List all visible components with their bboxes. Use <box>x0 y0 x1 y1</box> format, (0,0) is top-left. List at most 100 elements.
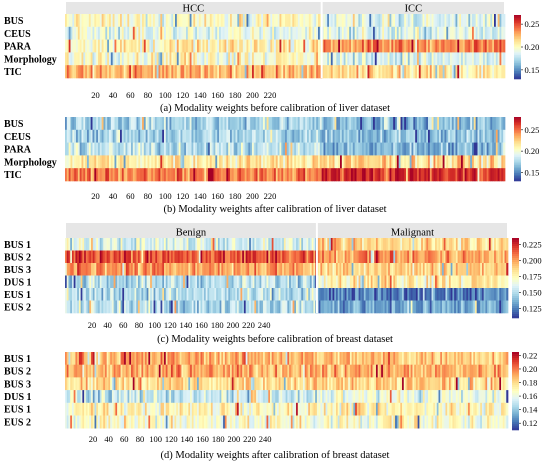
heatmap-cell <box>127 250 130 264</box>
colorbar-swatch <box>514 67 521 70</box>
heatmap-cell <box>362 250 365 264</box>
heatmap-cell <box>283 142 286 156</box>
heatmap-cell <box>346 300 349 314</box>
heatmap-cell <box>80 352 83 365</box>
heatmap-cell <box>90 26 93 40</box>
heatmap-cell <box>363 168 367 182</box>
heatmap-cell <box>389 238 392 251</box>
heatmap-cell <box>211 26 214 40</box>
heatmap-cell <box>197 300 200 314</box>
heatmap-cell <box>261 14 264 28</box>
heatmap-cell <box>162 275 165 289</box>
heatmap-cell <box>497 14 500 28</box>
heatmap-cell <box>257 377 260 391</box>
heatmap-cell <box>431 65 434 79</box>
heatmap-cell <box>481 250 485 264</box>
heatmap-cell <box>153 52 156 66</box>
heatmap-cell <box>233 14 236 28</box>
heatmap-cell <box>380 155 383 169</box>
heatmap-cell <box>91 275 94 289</box>
heatmap-cell <box>65 52 68 66</box>
heatmap-cell <box>78 288 81 301</box>
heatmap-cell <box>339 250 342 264</box>
heatmap-cell <box>145 117 148 131</box>
heatmap-cell <box>457 39 460 53</box>
heatmap-cell <box>332 364 335 378</box>
heatmap-cell <box>339 263 342 276</box>
heatmap-cell <box>407 129 411 143</box>
heatmap-cell <box>452 377 455 391</box>
heatmap-cell <box>450 52 453 66</box>
heatmap-cell <box>252 129 255 143</box>
heatmap-cell <box>418 26 422 40</box>
heatmap-cell <box>440 352 443 365</box>
heatmap-cell <box>138 129 141 143</box>
heatmap-cell <box>455 142 458 156</box>
heatmap-cell <box>371 155 374 169</box>
heatmap-cell <box>174 275 177 289</box>
heatmap-cell <box>88 129 92 143</box>
heatmap-cell <box>92 52 95 66</box>
heatmap-cell <box>242 14 246 28</box>
colorbar-swatch <box>512 280 519 283</box>
heatmap-cell <box>349 364 352 378</box>
heatmap-cell <box>87 129 90 143</box>
heatmap-cell <box>87 238 90 251</box>
heatmap-cell <box>382 168 385 182</box>
heatmap-cell <box>320 300 323 314</box>
heatmap-cell <box>134 288 137 301</box>
heatmap-cell <box>110 142 114 156</box>
heatmap-cell <box>437 168 440 182</box>
heatmap-cell <box>202 14 205 28</box>
heatmap-cell <box>88 117 92 131</box>
heatmap-cell <box>87 52 90 66</box>
heatmap-cell <box>143 39 147 53</box>
heatmap-cell <box>173 52 176 66</box>
heatmap-cell <box>468 364 471 378</box>
heatmap-cell <box>484 142 488 156</box>
heatmap-cell <box>436 238 439 251</box>
heatmap-cell <box>384 14 387 28</box>
heatmap-cell <box>480 352 483 365</box>
heatmap-cell <box>492 168 495 182</box>
heatmap-cell <box>187 142 191 156</box>
colorbar-swatch <box>514 72 521 75</box>
heatmap-cell <box>369 155 372 169</box>
heatmap-cell <box>486 65 489 79</box>
colorbar-swatch <box>514 137 521 140</box>
heatmap-cell <box>127 52 130 66</box>
heatmap-cell <box>277 52 280 66</box>
heatmap-cell <box>156 26 159 40</box>
heatmap-cell <box>241 117 244 131</box>
heatmap-cell <box>266 238 269 251</box>
colorbar-swatch <box>514 32 521 35</box>
heatmap-cell <box>492 352 495 365</box>
heatmap-cell <box>363 377 366 391</box>
heatmap-cell <box>398 168 401 182</box>
heatmap-cell <box>306 300 309 314</box>
heatmap-cell <box>233 117 236 131</box>
heatmap-cell <box>174 390 177 404</box>
heatmap-cell <box>286 129 290 143</box>
heatmap-cell <box>180 52 183 66</box>
heatmap-cell <box>98 129 101 143</box>
colorbar-swatch <box>514 134 521 137</box>
heatmap-cell <box>402 300 405 314</box>
heatmap-cell <box>73 390 76 404</box>
heatmap-cell <box>289 300 292 314</box>
heatmap-cell <box>422 52 425 66</box>
heatmap-cell <box>180 14 183 28</box>
heatmap-cell <box>66 65 70 79</box>
heatmap-cell <box>389 26 392 40</box>
heatmap-cell <box>207 377 210 391</box>
heatmap-cell <box>259 142 262 156</box>
heatmap-cell <box>252 352 255 365</box>
heatmap-cell <box>301 300 304 314</box>
heatmap-cell <box>451 39 455 53</box>
heatmap-cell <box>393 377 396 391</box>
heatmap-cell <box>180 129 183 143</box>
heatmap-cell <box>193 129 196 143</box>
heatmap-cell <box>110 288 113 301</box>
row-label: BUS 3 <box>4 265 31 276</box>
heatmap-cell <box>301 14 304 28</box>
